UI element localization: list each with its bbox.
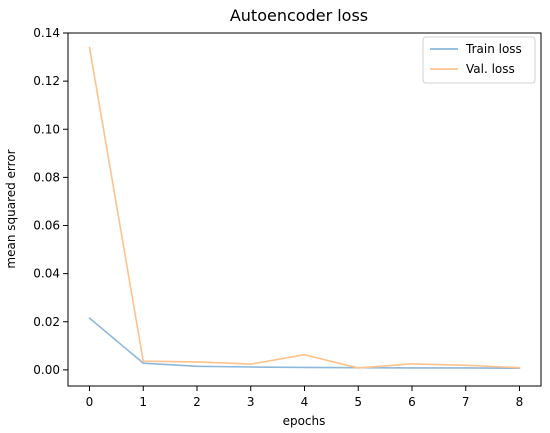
legend-label: Train loss [465, 42, 522, 56]
y-tick-label: 0.02 [33, 315, 60, 329]
x-tick-label: 5 [354, 395, 362, 409]
data-point [357, 367, 360, 369]
legend-label: Val. loss [466, 62, 515, 76]
legend: Train loss Val. loss [422, 36, 536, 84]
data-point [88, 46, 91, 49]
y-axis: 0.00 0.02 0.04 0.06 0.08 0.10 0.12 0.14 [33, 26, 68, 377]
data-point [249, 363, 252, 365]
x-tick-label: 2 [193, 395, 201, 409]
x-axis-label: epochs [283, 414, 326, 428]
data-point [464, 364, 467, 367]
y-tick-label: 0.14 [33, 26, 60, 40]
data-point [518, 366, 521, 369]
data-point [196, 361, 198, 363]
x-tick-label: 4 [301, 395, 309, 409]
series-lines [88, 46, 521, 369]
x-tick-label: 6 [408, 395, 416, 409]
y-tick-label: 0.12 [33, 74, 60, 88]
x-tick-label: 3 [247, 395, 255, 409]
data-point [411, 367, 413, 369]
y-tick-label: 0.08 [33, 170, 60, 184]
series-line-val-loss [88, 47, 520, 369]
y-tick-label: 0.06 [33, 219, 60, 233]
data-point [142, 360, 145, 363]
data-point [142, 362, 145, 364]
data-point [88, 317, 91, 319]
x-tick-label: 1 [139, 395, 147, 409]
data-point [303, 366, 306, 369]
y-tick-label: 0.04 [33, 267, 60, 281]
y-tick-label: 0.10 [33, 122, 60, 136]
data-point [464, 367, 467, 369]
x-tick-label: 8 [516, 395, 524, 409]
data-point [249, 366, 252, 368]
y-tick-label: 0.00 [33, 363, 60, 377]
data-point [411, 363, 413, 365]
data-point [303, 353, 306, 356]
x-axis: 0 1 2 3 4 5 6 7 8 [86, 386, 524, 409]
chart-title: Autoencoder loss [230, 6, 368, 25]
x-tick-label: 0 [86, 395, 94, 409]
data-point [196, 365, 198, 368]
x-tick-label: 7 [462, 395, 470, 409]
y-axis-label: mean squared error [4, 149, 18, 268]
